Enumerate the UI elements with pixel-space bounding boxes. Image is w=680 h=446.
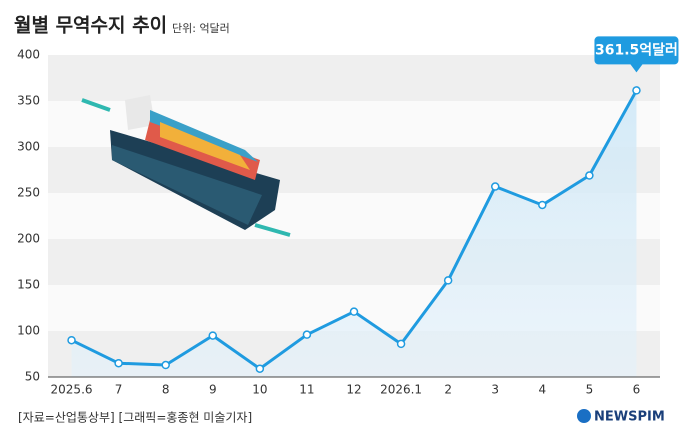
chart-title: 월별 무역수지 추이 [14, 15, 167, 37]
point [538, 200, 547, 210]
point [255, 364, 265, 373]
y-tick-label: 50 [25, 370, 40, 384]
x-tick-label: 5 [586, 383, 594, 397]
callout [594, 36, 679, 73]
y-tick-label: 100 [17, 324, 40, 338]
point [632, 86, 641, 95]
grid-band [48, 55, 660, 101]
x-tick-label: 10 [252, 383, 267, 397]
point [585, 171, 594, 180]
x-tick-label: 12 [346, 383, 361, 397]
point [114, 358, 123, 368]
point [490, 182, 500, 191]
source: [자료=산업통상부] [그래픽=홍종현 미술기자] [18, 411, 252, 425]
point [443, 276, 453, 285]
y-tick-label: 400 [17, 48, 40, 62]
y-tick-label: 300 [17, 140, 40, 154]
value-label: 361.5억달러 [595, 42, 678, 58]
y-tick-label: 250 [17, 186, 40, 200]
point [67, 335, 76, 345]
logo-icon [577, 409, 591, 423]
y-tick-label: 200 [17, 232, 40, 246]
x-tick-label: 9 [209, 383, 217, 397]
point [396, 339, 406, 349]
y-tick-label: 150 [17, 278, 40, 292]
area [71, 90, 637, 378]
x-tick-label: 7 [115, 383, 123, 397]
x-tick-label: 2026.1 [380, 383, 422, 397]
point [349, 307, 359, 316]
ship-illustration [81, 95, 291, 237]
x-tick-label: 2 [444, 383, 452, 397]
plot [67, 86, 641, 378]
x-tick-label: 4 [538, 383, 546, 397]
x-tick-label: 3 [491, 383, 499, 397]
point [161, 360, 170, 370]
x-tick-label: 2025.6 [51, 383, 93, 397]
point [302, 330, 312, 339]
x-tick-label: 11 [299, 383, 314, 397]
x-tick-label: 6 [633, 383, 641, 397]
point [208, 331, 218, 340]
x-tick-label: 8 [162, 383, 170, 397]
chart-subtitle: 단위: 억달러 [172, 22, 230, 35]
y-tick-label: 350 [17, 94, 40, 108]
logo: NEWSPIM [594, 410, 665, 425]
